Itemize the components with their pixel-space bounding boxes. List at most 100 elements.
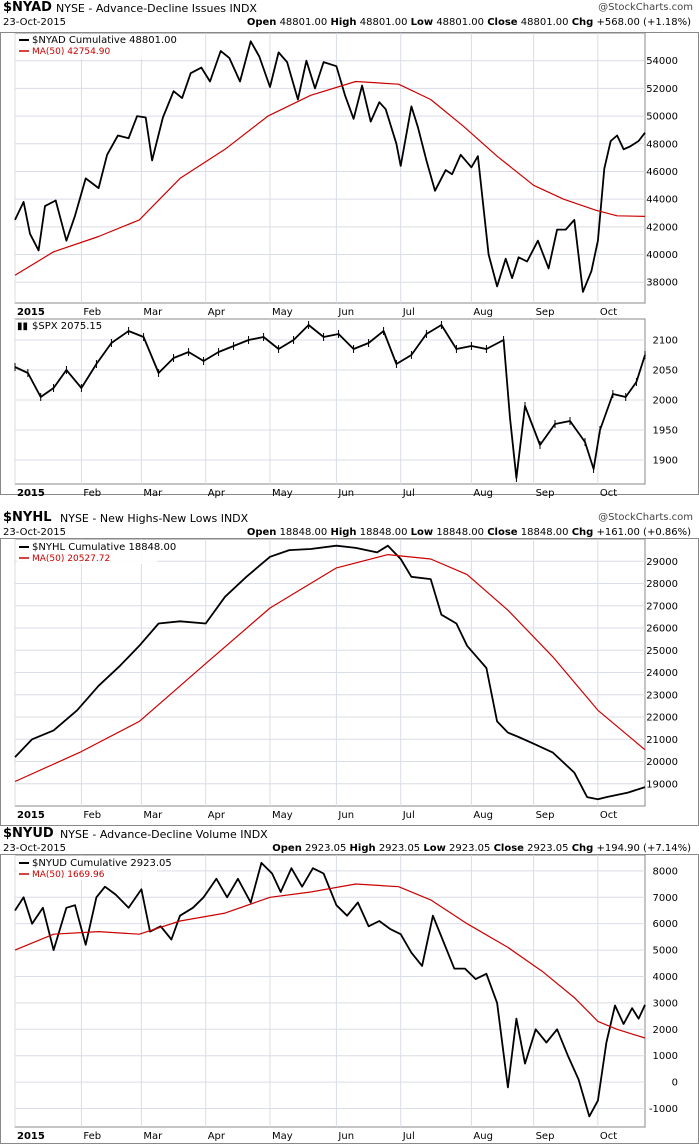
x-tick-label: Oct bbox=[600, 488, 617, 499]
y-tick-label: 52000 bbox=[646, 84, 678, 95]
x-tick-label: 2015 bbox=[17, 307, 45, 318]
y-tick-label: 42000 bbox=[646, 222, 678, 233]
y-tick-label: 2000 bbox=[653, 1025, 678, 1036]
x-tick-label: 2015 bbox=[17, 1131, 45, 1142]
ticker-symbol[interactable]: $NYUD bbox=[3, 826, 54, 841]
legend-ma-text: MA(50) 20527.72 bbox=[32, 554, 110, 564]
x-tick-label: Feb bbox=[83, 488, 101, 499]
y-tick-label: 1000 bbox=[653, 1051, 678, 1062]
nyud-header: $NYUD NYSE - Advance-Decline Volume INDX… bbox=[0, 826, 699, 860]
y-tick-label: 28000 bbox=[646, 579, 678, 590]
copyright-label[interactable]: @StockCharts.com bbox=[598, 512, 693, 523]
low-value: 2923.05 bbox=[449, 843, 491, 854]
x-tick-label: Feb bbox=[83, 810, 101, 821]
x-tick-label: Jul bbox=[402, 810, 415, 821]
x-tick-label: Mar bbox=[143, 488, 163, 499]
nyhl-panel: 19000 20000 21000 22000 23000 24000 25000 26000… bbox=[14, 538, 678, 807]
y-tick-label: 23000 bbox=[646, 690, 678, 701]
chg-value: +568.00 (+1.18%) bbox=[596, 17, 692, 28]
date-label: 23-Oct-2015 bbox=[3, 843, 66, 854]
legend-ma-text: MA(50) 1669.96 bbox=[32, 870, 105, 880]
x-tick-label: 2015 bbox=[17, 810, 45, 821]
x-tick-label: Apr bbox=[208, 488, 226, 499]
x-tick-label: Sep bbox=[536, 810, 555, 821]
ma50-line bbox=[14, 883, 646, 1039]
nyud-chart: $NYUD NYSE - Advance-Decline Volume INDX… bbox=[0, 826, 699, 1144]
x-tick-label: Mar bbox=[143, 810, 163, 821]
y-tick-label: 21000 bbox=[646, 735, 678, 746]
x-tick-label: Feb bbox=[83, 1131, 101, 1142]
description-text: NYSE - Advance-Decline Issues bbox=[56, 2, 226, 15]
y-tick-label: 2100 bbox=[653, 336, 678, 347]
series-line bbox=[14, 862, 646, 1118]
nyhl-chart: $NYHL NYSE - New Highs-New Lows INDX @St… bbox=[0, 510, 699, 826]
high-value: 48801.00 bbox=[359, 17, 408, 28]
open-value: 2923.05 bbox=[305, 843, 347, 854]
x-tick-label: Apr bbox=[208, 307, 226, 318]
y-tick-label: 25000 bbox=[646, 646, 678, 657]
ohlc-bar: Open 48801.00 High 48801.00 Low 48801.00… bbox=[246, 17, 692, 28]
ohlc-bar: Open 18848.00 High 18848.00 Low 18848.00… bbox=[246, 527, 691, 538]
y-tick-label: -1000 bbox=[649, 1104, 678, 1115]
y-tick-label: 2000 bbox=[653, 396, 678, 407]
y-tick-label: 24000 bbox=[646, 668, 678, 679]
x-tick-label: Oct bbox=[600, 810, 617, 821]
x-tick-label: Apr bbox=[208, 810, 226, 821]
x-axis: 2015 Feb Mar Apr May Jun Jul Aug Sep Oct bbox=[17, 810, 617, 821]
ticker-description: NYSE - Advance-Decline Issues INDX bbox=[56, 2, 257, 15]
y-tick-label: 38000 bbox=[646, 278, 678, 289]
nyad-panel: 38000 40000 42000 44000 46000 48000 50000 52000… bbox=[14, 32, 678, 304]
legend-main-text: $NYAD Cumulative 48801.00 bbox=[32, 35, 177, 46]
nyad-svg: 38000 40000 42000 44000 46000 48000 50000 52000… bbox=[0, 32, 699, 499]
y-tick-label: 40000 bbox=[646, 250, 678, 261]
x-tick-label: Oct bbox=[600, 1131, 617, 1142]
plot-area bbox=[14, 854, 646, 1128]
x-tick-label: Feb bbox=[83, 307, 101, 318]
description-text: NYSE - New Highs-New Lows bbox=[60, 512, 218, 525]
y-tick-label: 29000 bbox=[646, 557, 678, 568]
legend-main-text: $NYUD Cumulative 2923.05 bbox=[32, 858, 172, 869]
open-value: 48801.00 bbox=[279, 17, 328, 28]
y-tick-label: 22000 bbox=[646, 713, 678, 724]
series-line bbox=[14, 40, 646, 293]
y-tick-label: 19000 bbox=[646, 779, 678, 790]
ticker-description: NYSE - New Highs-New Lows INDX bbox=[60, 512, 248, 525]
legend-ma-text: MA(50) 42754.90 bbox=[32, 47, 110, 57]
x-tick-label: Jul bbox=[402, 1131, 415, 1142]
nyhl-svg: 19000 20000 21000 22000 23000 24000 25000 26000… bbox=[0, 538, 699, 826]
legend-spx-icon: ▮▮ bbox=[17, 321, 28, 332]
spx-panel: 1900 1950 2000 2050 2100 bbox=[14, 318, 678, 485]
legend-nyud: $NYUD Cumulative 2923.05 MA(50) 1669.96 bbox=[17, 856, 172, 880]
ticker-symbol[interactable]: $NYAD bbox=[3, 0, 52, 15]
legend-nyad: $NYAD Cumulative 48801.00 MA(50) 42754.9… bbox=[17, 35, 177, 59]
y-tick-label: 1950 bbox=[653, 426, 678, 437]
y-tick-label: 1900 bbox=[653, 456, 678, 467]
x-tick-label: May bbox=[272, 810, 293, 821]
open-value: 18848.00 bbox=[279, 527, 328, 538]
ticker-symbol[interactable]: $NYHL bbox=[3, 510, 52, 525]
y-tick-label: 2050 bbox=[653, 366, 678, 377]
close-value: 2923.05 bbox=[527, 843, 569, 854]
y-tick-label: 50000 bbox=[646, 112, 678, 123]
y-tick-label: 5000 bbox=[653, 946, 678, 957]
y-tick-label: 27000 bbox=[646, 601, 678, 612]
plot-area bbox=[14, 318, 646, 485]
y-tick-label: 6000 bbox=[653, 919, 678, 930]
copyright-label[interactable]: @StockCharts.com bbox=[598, 2, 693, 13]
x-tick-label: Aug bbox=[473, 810, 493, 821]
y-tick-label: 7000 bbox=[653, 893, 678, 904]
legend-main-text: $NYHL Cumulative 18848.00 bbox=[32, 542, 176, 553]
legend-nyhl: $NYHL Cumulative 18848.00 MA(50) 20527.7… bbox=[17, 540, 176, 564]
close-value: 18848.00 bbox=[520, 527, 569, 538]
chg-value: +194.90 (+7.14%) bbox=[596, 843, 692, 854]
x-tick-label: Jun bbox=[337, 1131, 354, 1142]
x-axis: 2015 Feb Mar Apr May Jun Jul Aug Sep Oct 2015 Feb Ma… bbox=[17, 307, 617, 499]
x-tick-label: Sep bbox=[536, 1131, 555, 1142]
description-text: NYSE - Advance-Decline Volume bbox=[60, 828, 237, 841]
x-tick-label: Sep bbox=[536, 488, 555, 499]
x-axis: 2015 Feb Mar Apr May Jun Jul Aug Sep Oct bbox=[17, 1131, 617, 1142]
nyad-chart: $NYAD NYSE - Advance-Decline Issues INDX… bbox=[0, 0, 699, 504]
low-value: 18848.00 bbox=[436, 527, 485, 538]
ma50-line bbox=[14, 80, 646, 276]
